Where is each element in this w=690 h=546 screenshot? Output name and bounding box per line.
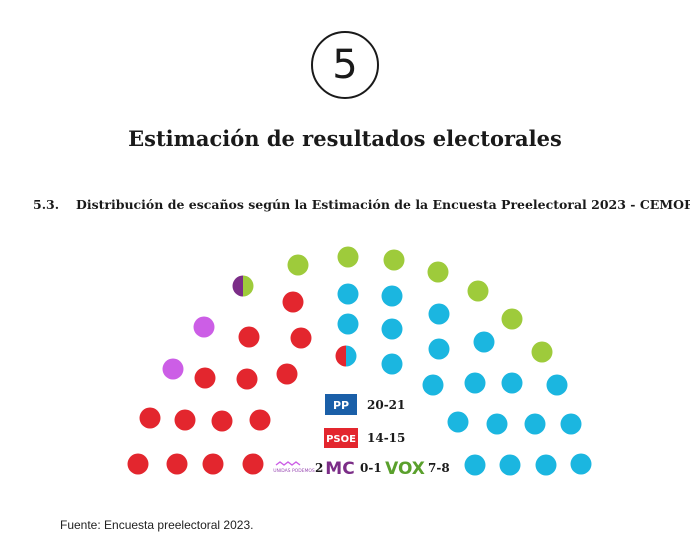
seat-pp	[464, 372, 486, 394]
seat-pp	[381, 318, 403, 340]
podemos-logo	[275, 461, 301, 466]
seat-half-left	[335, 345, 346, 367]
seat-pp	[381, 353, 403, 375]
vox-seats-label: 7-8	[428, 461, 450, 475]
seat-pp	[337, 313, 359, 335]
legend-psoe: PSOE 14-15	[324, 428, 405, 448]
source-note: Fuente: Encuesta preelectoral 2023.	[60, 518, 254, 532]
seat-pp	[486, 413, 508, 435]
legend-vox: VOX 7-8	[385, 459, 450, 479]
section-number: 5	[332, 42, 358, 88]
seat-psoe	[276, 363, 298, 385]
vox-logo: VOX	[385, 459, 425, 479]
section-number-badge: 5	[311, 31, 379, 99]
seat-pp	[546, 374, 568, 396]
seat-psoe	[202, 453, 224, 475]
psoe-logo-text: PSOE	[326, 434, 356, 445]
seat-pp	[570, 453, 592, 475]
section-title: Distribución de escaños según la Estimac…	[76, 197, 690, 212]
seat-vox	[427, 261, 449, 283]
page-title: Estimación de resultados electorales	[128, 126, 562, 151]
seat-psoe	[139, 407, 161, 429]
seat-pp	[499, 454, 521, 476]
seat-psoe	[166, 453, 188, 475]
seat-pp	[381, 285, 403, 307]
seat-psoe	[194, 367, 216, 389]
seat-pp	[473, 331, 495, 353]
seat-psoe	[174, 409, 196, 431]
legend-mc: MC 0-1	[325, 459, 381, 479]
seat-pp	[422, 374, 444, 396]
seat-vox	[337, 246, 359, 268]
pp-logo	[325, 394, 357, 415]
seat-half-right	[346, 345, 357, 367]
seat-psoe	[236, 368, 258, 390]
seat-vox	[501, 308, 523, 330]
seat-split	[232, 275, 254, 297]
seat-pp	[535, 454, 557, 476]
seat-psoe	[242, 453, 264, 475]
seat-vox	[467, 280, 489, 302]
seat-psoe	[238, 326, 260, 348]
seat-psoe	[249, 409, 271, 431]
seat-pp	[447, 411, 469, 433]
legend-pp: PP 20-21	[325, 394, 405, 415]
seat-pp	[428, 303, 450, 325]
mc-logo: MC	[325, 459, 354, 479]
podemos-seats-label: 2	[315, 461, 323, 475]
seat-group	[127, 246, 592, 476]
pp-logo-text: PP	[333, 399, 349, 412]
seat-vox	[383, 249, 405, 271]
seat-pp	[464, 454, 486, 476]
seat-half-left	[232, 275, 243, 297]
psoe-seats-label: 14-15	[367, 431, 405, 445]
seat-pp	[428, 338, 450, 360]
seat-pp	[501, 372, 523, 394]
podemos-logo-text: UNIDAS PODEMOS	[273, 468, 315, 474]
seat-psoe	[211, 410, 233, 432]
seat-psoe	[290, 327, 312, 349]
section-number-label: 5.3.	[33, 197, 60, 212]
seat-psoe	[282, 291, 304, 313]
mc-seats-label: 0-1	[360, 461, 382, 475]
seat-pp	[337, 283, 359, 305]
psoe-logo	[324, 428, 358, 448]
seat-podemos	[162, 358, 184, 380]
seat-vox	[531, 341, 553, 363]
seat-podemos	[193, 316, 215, 338]
pp-seats-label: 20-21	[367, 398, 405, 412]
seat-vox	[287, 254, 309, 276]
seat-pp	[524, 413, 546, 435]
seat-psoe	[127, 453, 149, 475]
legend-podemos: UNIDAS PODEMOS 2	[273, 461, 323, 475]
seat-split	[335, 345, 357, 367]
seat-pp	[560, 413, 582, 435]
seat-half-right	[243, 275, 254, 297]
